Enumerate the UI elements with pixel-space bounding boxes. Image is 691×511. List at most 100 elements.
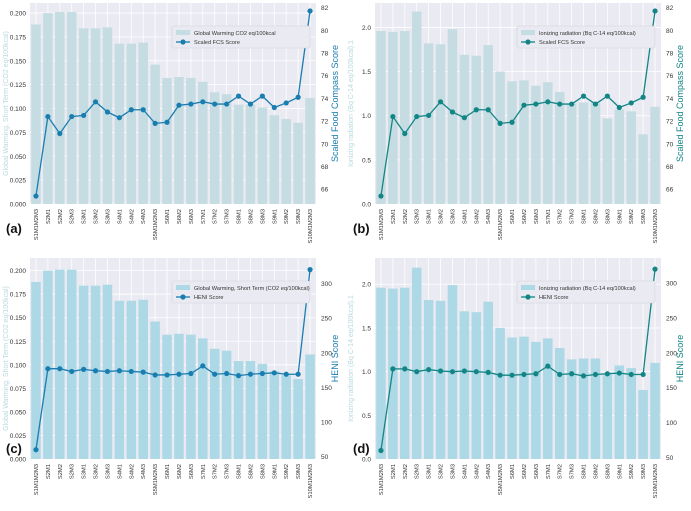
x-tick-label: S6M1 bbox=[165, 209, 171, 224]
line-point bbox=[247, 371, 254, 377]
x-tick-label: S4M2 bbox=[129, 209, 135, 224]
y-tick-label: 0.5 bbox=[362, 413, 371, 420]
x-tick-label: S7M3 bbox=[570, 209, 576, 224]
x-tick-label: S10M1M2M3 bbox=[653, 209, 659, 243]
chart-a: 0.000 0.025 0.050 0.075 0.100 0.125 0.150 0.175… bbox=[3, 3, 340, 243]
y2-tick-label: 72 bbox=[321, 119, 329, 126]
legend-line-marker bbox=[180, 294, 186, 300]
bar bbox=[566, 103, 577, 204]
bar bbox=[174, 77, 184, 204]
bar bbox=[209, 92, 220, 204]
bar bbox=[138, 42, 148, 205]
y-tick-label: 0.5 bbox=[362, 157, 371, 164]
bar bbox=[269, 115, 280, 204]
y-tick-label: 0.125 bbox=[10, 82, 27, 89]
y2-tick-label: 150 bbox=[666, 385, 677, 392]
legend-line-marker bbox=[525, 294, 531, 300]
bar bbox=[471, 55, 482, 205]
line-point bbox=[449, 369, 456, 375]
bar bbox=[43, 270, 53, 459]
line-point bbox=[509, 372, 515, 378]
y-tick-label: 0.000 bbox=[10, 457, 27, 464]
x-tick-label: S2M3 bbox=[415, 464, 421, 479]
bar bbox=[245, 361, 256, 459]
bar bbox=[150, 321, 160, 459]
bar bbox=[150, 64, 160, 204]
x-tick-label: S7M2 bbox=[558, 464, 564, 479]
x-tick-label: S4M1 bbox=[117, 209, 123, 224]
x-tick-label: S6M2 bbox=[522, 464, 528, 479]
line-point bbox=[283, 371, 289, 377]
bar bbox=[305, 354, 315, 459]
y2-tick-label: 78 bbox=[666, 50, 674, 57]
bar bbox=[483, 301, 493, 459]
x-tick-label: S2M2 bbox=[58, 209, 64, 224]
line-point bbox=[652, 266, 658, 272]
bar bbox=[221, 350, 232, 459]
y2-tick-label: 250 bbox=[321, 316, 332, 323]
bar bbox=[43, 13, 53, 205]
y-tick-label: 1.5 bbox=[362, 69, 371, 76]
bar bbox=[543, 82, 553, 204]
y-axis-title: Global Warming, Short Term (CO2 eq/100kc… bbox=[3, 31, 10, 176]
bar bbox=[531, 85, 541, 204]
bar bbox=[483, 45, 493, 204]
panel-d: 0.0 0.5 1.0 1.5 2.0 50 100 150 200 250 300 S1M1M2M3… bbox=[345, 255, 690, 510]
bar bbox=[614, 109, 625, 204]
line-point bbox=[378, 447, 384, 454]
x-tick-label: S9M1 bbox=[617, 209, 623, 224]
line-point bbox=[580, 373, 587, 379]
y2-axis-title: HENI Score bbox=[675, 335, 685, 383]
bar bbox=[186, 334, 196, 459]
x-tick-label: S7M3 bbox=[570, 464, 576, 479]
x-tick-label: S6M3 bbox=[534, 464, 540, 479]
chart-d: 0.0 0.5 1.0 1.5 2.0 50 100 150 200 250 300 S1M1M2M3… bbox=[348, 258, 685, 498]
y2-tick-label: 250 bbox=[666, 315, 677, 322]
bar bbox=[126, 43, 137, 205]
y2-tick-label: 100 bbox=[666, 420, 677, 427]
y-tick-label: 0.025 bbox=[10, 178, 27, 185]
legend-bar-swatch bbox=[176, 30, 190, 35]
x-tick-label: S9M2 bbox=[629, 464, 635, 479]
x-tick-label: S8M3 bbox=[605, 209, 611, 224]
x-tick-label: S5M1M2M3 bbox=[498, 464, 504, 495]
bar bbox=[269, 371, 280, 459]
bar bbox=[614, 365, 625, 459]
line-point bbox=[604, 93, 610, 99]
bar bbox=[507, 337, 517, 459]
bar bbox=[281, 119, 291, 204]
line-point bbox=[164, 119, 170, 125]
x-tick-label: S7M1 bbox=[546, 464, 552, 479]
line-point bbox=[557, 371, 563, 378]
line-point bbox=[437, 368, 444, 374]
line-point bbox=[569, 371, 575, 377]
y2-tick-label: 76 bbox=[666, 73, 674, 80]
x-tick-label: S10M1M2M3 bbox=[308, 209, 314, 243]
y2-axis-title: Scaled Food Compass Score bbox=[330, 45, 340, 162]
bar bbox=[566, 359, 577, 459]
line-point bbox=[33, 447, 39, 453]
x-tick-label: S2M2 bbox=[58, 464, 64, 479]
x-tick-label: S5M1M2M3 bbox=[153, 464, 159, 495]
line-point bbox=[414, 113, 420, 120]
x-tick-label: S6M3 bbox=[534, 209, 540, 224]
x-tick-label: S5M1M2M3 bbox=[153, 209, 159, 240]
x-tick-label: S6M2 bbox=[522, 209, 528, 224]
y-tick-label: 0.150 bbox=[10, 315, 27, 322]
line-point bbox=[176, 371, 182, 377]
line-point bbox=[152, 372, 158, 378]
y2-tick-label: 70 bbox=[321, 141, 329, 148]
y-tick-label: 0.0 bbox=[362, 202, 371, 209]
y-tick-label: 2.0 bbox=[362, 282, 371, 289]
x-tick-label: S4M2 bbox=[474, 209, 480, 224]
y-tick-label: 1.0 bbox=[362, 369, 371, 376]
line-point bbox=[57, 366, 63, 372]
y2-tick-label: 80 bbox=[321, 28, 329, 35]
line-point bbox=[461, 115, 467, 121]
y-tick-label: 0.0 bbox=[362, 457, 371, 464]
line-point bbox=[259, 370, 265, 377]
y2-tick-label: 74 bbox=[321, 96, 329, 103]
y-tick-label: 0.025 bbox=[10, 433, 27, 440]
bar bbox=[55, 269, 65, 459]
x-tick-label: S2M1 bbox=[391, 464, 397, 479]
